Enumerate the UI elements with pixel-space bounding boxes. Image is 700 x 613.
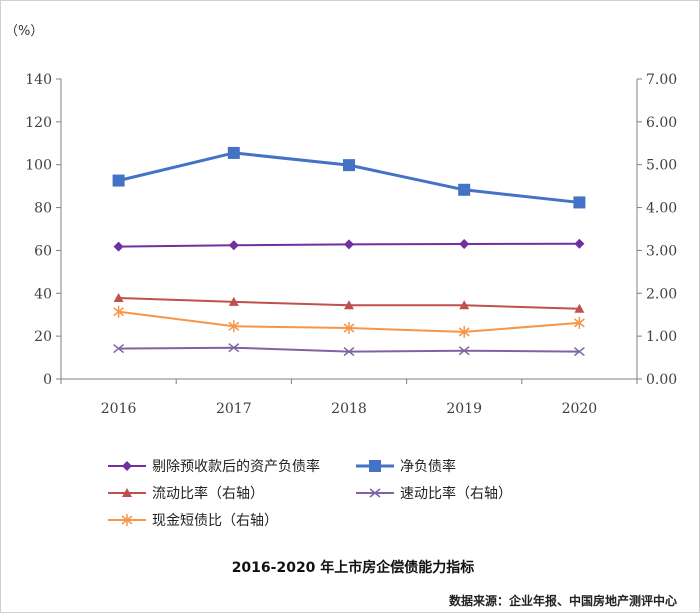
legend-label: 剔除预收款后的资产负债率 (152, 458, 320, 475)
right-tick-label: 6.00 (646, 115, 677, 131)
data-point (458, 325, 470, 338)
left-tick-label: 80 (34, 201, 52, 217)
left-tick-label: 140 (25, 72, 52, 88)
left-tick-label: 60 (34, 243, 52, 259)
data-point (573, 346, 585, 357)
series-layer (112, 146, 586, 357)
legend-label: 净负债率 (400, 458, 456, 475)
chart-title: 2016-2020 年上市房企偿债能力指标 (232, 559, 475, 576)
data-point (228, 240, 239, 251)
data-point (343, 322, 355, 334)
series-debt-ratio-ex-advances (113, 238, 585, 252)
data-point (574, 303, 585, 313)
x-tick-label: 2018 (331, 401, 367, 417)
data-point (459, 239, 470, 249)
x-tick-label: 2019 (446, 401, 482, 417)
data-point (458, 183, 471, 196)
data-point (459, 300, 470, 310)
left-tick-label: 0 (43, 372, 52, 388)
data-point (113, 343, 125, 354)
legend-swatch-marker (121, 514, 133, 526)
data-point (228, 320, 240, 333)
legend-item-net-gearing: 净负债率 (356, 458, 456, 475)
legend-item-current-ratio: 流动比率（右轴） (108, 485, 264, 502)
x-tick-label: 2017 (216, 401, 252, 417)
data-point (113, 293, 124, 302)
data-point (574, 238, 585, 249)
legend-item-quick-ratio: 速动比率（右轴） (356, 485, 512, 502)
series-net-gearing (112, 146, 586, 209)
legend-swatch-marker (122, 488, 132, 497)
data-point (343, 159, 355, 172)
data-point (113, 241, 124, 252)
data-point (227, 146, 240, 159)
data-point (112, 174, 125, 187)
left-tick-label: 100 (25, 158, 52, 174)
series-quick-ratio (113, 343, 585, 357)
data-point (343, 346, 355, 357)
right-tick-label: 0.00 (646, 372, 677, 388)
data-point (228, 296, 239, 306)
right-tick-label: 3.00 (646, 243, 677, 259)
legend-item-cash-short-debt: 现金短债比（右轴） (108, 513, 278, 529)
series-cash-short-debt (113, 305, 585, 338)
legend-label: 速动比率（右轴） (400, 485, 512, 502)
data-point (573, 316, 585, 329)
series-current-ratio (113, 293, 585, 313)
data-point (113, 305, 125, 318)
right-tick-label: 7.00 (646, 72, 677, 88)
right-tick-label: 5.00 (646, 158, 677, 174)
right-tick-label: 1.00 (646, 329, 677, 345)
left-tick-label: 20 (34, 329, 52, 345)
data-point (344, 239, 354, 250)
x-tick-label: 2020 (562, 401, 598, 417)
right-tick-label: 2.00 (646, 286, 677, 302)
data-point (458, 346, 470, 356)
left-tick-label: 120 (25, 115, 52, 131)
legend-swatch-marker (122, 461, 132, 471)
data-source-note: 数据来源：企业年报、中国房地产测评中心 (449, 593, 677, 608)
legend-label: 流动比率（右轴） (152, 485, 264, 502)
data-point (573, 196, 586, 209)
data-point (344, 300, 354, 310)
legend-label: 现金短债比（右轴） (152, 513, 278, 529)
legend-swatch-marker (369, 488, 381, 498)
axes: 0 20 40 60 80 100 120 140 0.00 1.00 2.00 3.00 4.00 5.… (25, 72, 677, 417)
data-point (228, 343, 240, 353)
legend-swatch-marker (369, 460, 381, 472)
left-axis-unit: （%） (5, 24, 43, 39)
right-tick-label: 4.00 (646, 201, 677, 217)
left-tick-label: 40 (34, 286, 52, 302)
legend-item-debt-ratio-ex-advances: 剔除预收款后的资产负债率 (108, 458, 320, 475)
x-tick-label: 2016 (101, 401, 137, 417)
